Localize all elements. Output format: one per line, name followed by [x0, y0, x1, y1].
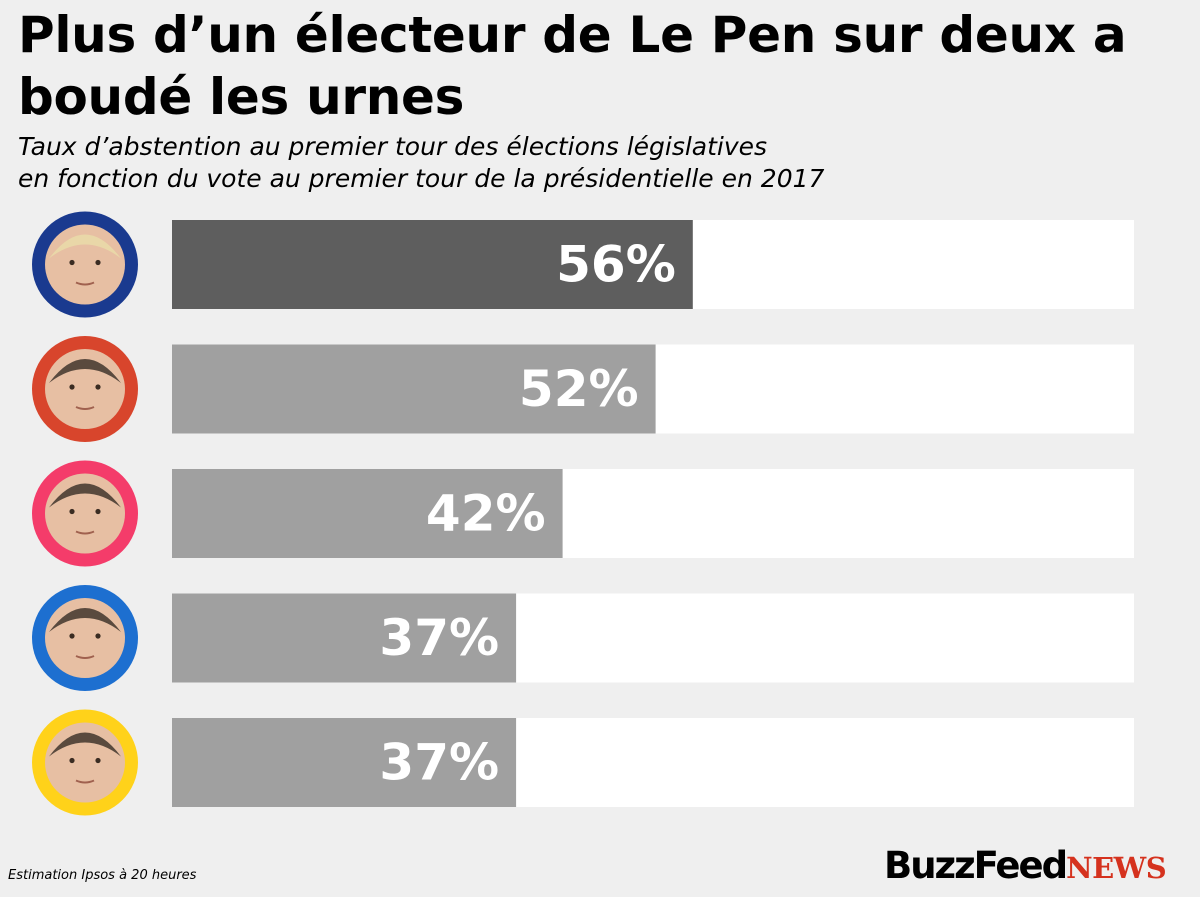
avatar-mouth — [75, 655, 95, 659]
candidate-portrait-icon — [32, 460, 138, 567]
avatar-mouth — [75, 406, 95, 410]
avatar-eye — [95, 757, 101, 764]
avatar-eye — [95, 508, 101, 515]
source-note: Estimation Ipsos à 20 heures — [8, 868, 197, 883]
avatar-hair — [49, 359, 121, 383]
avatar-mouth — [75, 281, 95, 286]
avatar-eye — [69, 508, 75, 515]
avatar-eye — [95, 633, 101, 639]
avatar-mouth — [75, 779, 95, 784]
subtitle-line-2: en fonction du vote au premier tour de l… — [18, 164, 825, 193]
value-label: 52% — [519, 360, 639, 418]
avatar-mouth — [75, 530, 95, 535]
bar — [172, 593, 517, 683]
avatar-eye — [95, 259, 101, 266]
bar — [172, 220, 693, 309]
bar-row: 52% — [32, 336, 1134, 442]
logo-buzzfeed: BuzzFeed — [884, 844, 1068, 887]
candidate-portrait-icon — [32, 336, 138, 442]
bar-row: 56% — [32, 211, 1134, 318]
value-label: 37% — [379, 734, 499, 792]
bar — [172, 469, 563, 558]
value-label: 42% — [426, 485, 546, 543]
avatar-eye — [69, 757, 75, 764]
avatar-eye — [95, 384, 101, 390]
candidate-portrait-icon — [32, 585, 138, 691]
bar-row: 42% — [32, 460, 1134, 567]
bar — [172, 344, 656, 434]
avatar-eye — [69, 259, 75, 266]
value-label: 56% — [556, 236, 676, 294]
avatar-eye — [69, 384, 75, 390]
avatar-hair — [49, 608, 121, 632]
chart-title: Plus d’un électeur de Le Pen sur deux a … — [18, 6, 1127, 126]
chart-subtitle: Taux d’abstention au premier tour des él… — [18, 131, 1118, 195]
avatar-hair — [49, 483, 121, 508]
avatar-eye — [69, 633, 75, 639]
value-label: 37% — [379, 609, 499, 667]
bar-row: 37% — [32, 709, 1134, 816]
bar-row: 37% — [32, 585, 1134, 691]
buzzfeed-news-logo: BuzzFeedNEWS — [884, 842, 1167, 897]
logo-news: NEWS — [1066, 851, 1167, 885]
avatar-hair — [49, 732, 121, 757]
avatar-hair — [49, 234, 121, 259]
subtitle-line-1: Taux d’abstention au premier tour des él… — [18, 132, 768, 161]
candidate-portrait-icon — [32, 211, 138, 318]
bar — [172, 718, 517, 807]
candidate-portrait-icon — [32, 709, 138, 816]
